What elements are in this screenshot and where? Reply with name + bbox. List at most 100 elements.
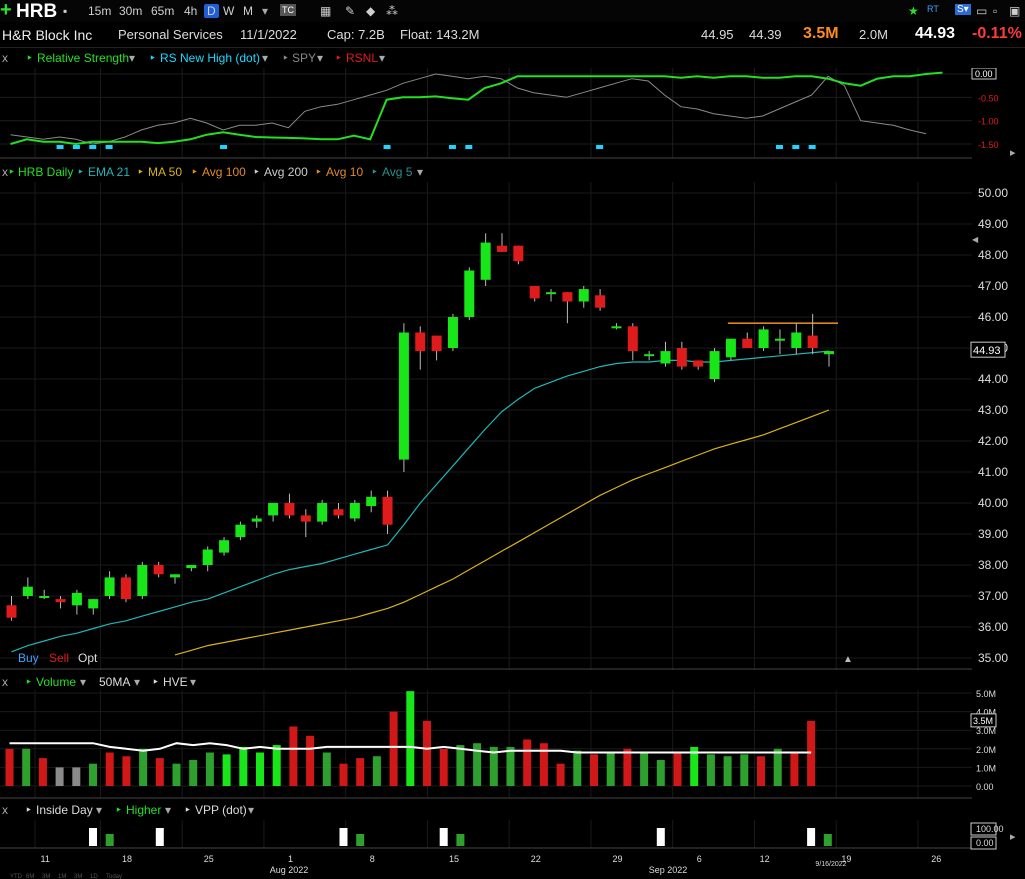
dropdown-icon[interactable]: ▾ [417,165,424,179]
timeframe-4h[interactable]: 4h [184,4,198,18]
legend-avg100[interactable]: Avg 100 [202,165,246,179]
candle-body [578,289,589,302]
legend-avg200[interactable]: Avg 200 [264,165,308,179]
dropdown-icon[interactable]: ▾ [379,51,386,65]
price-axis-label: 50.00 [978,186,1008,200]
candle-body [88,599,99,609]
sector[interactable]: Personal Services [118,27,223,42]
add-symbol-icon[interactable]: + [0,0,12,21]
share-icon[interactable]: ⁂ [386,4,398,18]
inside-day-marker [439,828,448,846]
price-toggle-icon[interactable]: ‣ [8,165,16,179]
tc-icon[interactable]: TC [280,4,296,16]
options-button[interactable]: Opt [78,651,98,665]
higher-toggle-icon[interactable]: ‣ [115,803,123,817]
collapse-icon: ▸ [1010,147,1016,159]
camera-icon[interactable]: ▪ [63,4,68,18]
legend-volume[interactable]: Volume [36,675,77,689]
timeframe-30m[interactable]: 30m [119,4,143,18]
dropdown-icon[interactable]: ▾ [248,803,255,817]
legend-relative-strength[interactable]: Relative Strength [37,51,130,65]
window-icon[interactable]: ▭ [976,4,988,18]
volume-close-button[interactable]: x [2,675,8,689]
timeframe-15m[interactable]: 15m [88,4,112,18]
tag-icon[interactable]: ◆ [366,4,376,18]
volume-bar [656,759,665,786]
candle-body [398,332,409,460]
dropdown-icon[interactable]: ▾ [96,803,103,817]
sell-button[interactable]: Sell [49,651,70,665]
timeframe-weekly[interactable]: W [223,4,235,18]
ema21-toggle-icon[interactable]: ‣ [77,165,85,179]
rs-close-button[interactable]: x [2,51,8,65]
spy-line [10,73,927,145]
legend-avg10[interactable]: Avg 10 [326,165,364,179]
avg200-toggle-icon[interactable]: ‣ [253,165,261,179]
candle-body [284,503,295,516]
inside-close-button[interactable]: x [2,803,8,817]
legend-rs-new-high[interactable]: RS New High (dot) [160,51,261,65]
timeframe-monthly[interactable]: M [243,4,253,18]
legend-ema21[interactable]: EMA 21 [88,165,131,179]
timeframe-daily[interactable]: D [204,4,219,18]
spy-toggle-icon[interactable]: ‣ [282,51,290,65]
legend-ma50[interactable]: MA 50 [148,165,183,179]
buy-button[interactable]: Buy [18,651,39,665]
legend-vpp[interactable]: VPP (dot) [195,803,247,817]
volume-current-value: 3.5M [973,716,993,726]
rs-new-high-dot [792,145,800,149]
price-close-button[interactable]: x [2,165,8,179]
dropdown-icon[interactable]: ▾ [262,4,269,18]
candle-body [235,524,246,538]
save-icon[interactable]: ▫ [993,4,998,18]
range-button: 3M [42,874,50,879]
legend-higher[interactable]: Higher [126,803,162,817]
legend-rsnl[interactable]: RSNL [346,51,379,65]
ma50-line [174,409,830,656]
legend-50ma[interactable]: 50MA [99,675,131,689]
legend-hve[interactable]: HVE [163,675,188,689]
settings-icon[interactable]: ▣ [1009,4,1021,18]
bottom-axis-label: 0.00 [976,838,994,848]
scroll-up-icon[interactable]: ▲ [843,654,853,665]
avg100-toggle-icon[interactable]: ‣ [191,165,199,179]
vpp-toggle-icon[interactable]: ‣ [184,803,192,817]
inside-day-marker [656,828,665,846]
volume-bar [272,745,281,786]
dropdown-icon[interactable]: ▾ [134,675,141,689]
rsnl-toggle-icon[interactable]: ‣ [335,51,343,65]
ma50-toggle-icon[interactable]: ‣ [137,165,145,179]
candle-body [774,338,785,341]
hve-toggle-icon[interactable]: ‣ [152,675,160,689]
pencil-icon[interactable]: ✎ [345,4,356,18]
legend-inside-day[interactable]: Inside Day [36,803,93,817]
rs-toggle-icon[interactable]: ‣ [149,51,157,65]
calculator-icon[interactable]: ▦ [320,4,332,18]
x-axis-label: 18 [122,854,132,864]
avg10-toggle-icon[interactable]: ‣ [315,165,323,179]
scan-icon[interactable]: S▾ [955,4,971,15]
current-price-label: 44.93 [973,345,1001,357]
dropdown-icon[interactable]: ▾ [190,675,197,689]
timeframe-65m[interactable]: 65m [151,4,175,18]
legend-hrb-daily[interactable]: HRB Daily [18,165,74,179]
dropdown-icon[interactable]: ▾ [262,51,269,65]
dropdown-icon[interactable]: ▾ [80,675,87,689]
inside-toggle-icon[interactable]: ‣ [25,803,33,817]
dropdown-icon[interactable]: ▾ [165,803,172,817]
avg5-toggle-icon[interactable]: ‣ [371,165,379,179]
star-icon[interactable]: ★ [908,4,919,18]
ticker-symbol[interactable]: HRB [16,1,58,22]
volume-toggle-icon[interactable]: ‣ [25,675,33,689]
volume-axis-label: 3.0M [976,726,996,736]
dropdown-icon[interactable]: ▾ [129,51,136,65]
volume-bar [523,739,532,786]
volume-bar [256,752,264,786]
realtime-icon[interactable]: RT [927,4,939,14]
dropdown-icon[interactable]: ▾ [317,51,324,65]
company-name: H&R Block Inc [2,27,93,43]
price-legend: x ‣ HRB Daily ‣ EMA 21 ‣ MA 50 ‣ Avg 100… [0,162,1025,182]
legend-spy[interactable]: SPY [292,51,317,65]
legend-avg5[interactable]: Avg 5 [382,165,413,179]
rs-toggle-icon[interactable]: ‣ [26,51,34,65]
